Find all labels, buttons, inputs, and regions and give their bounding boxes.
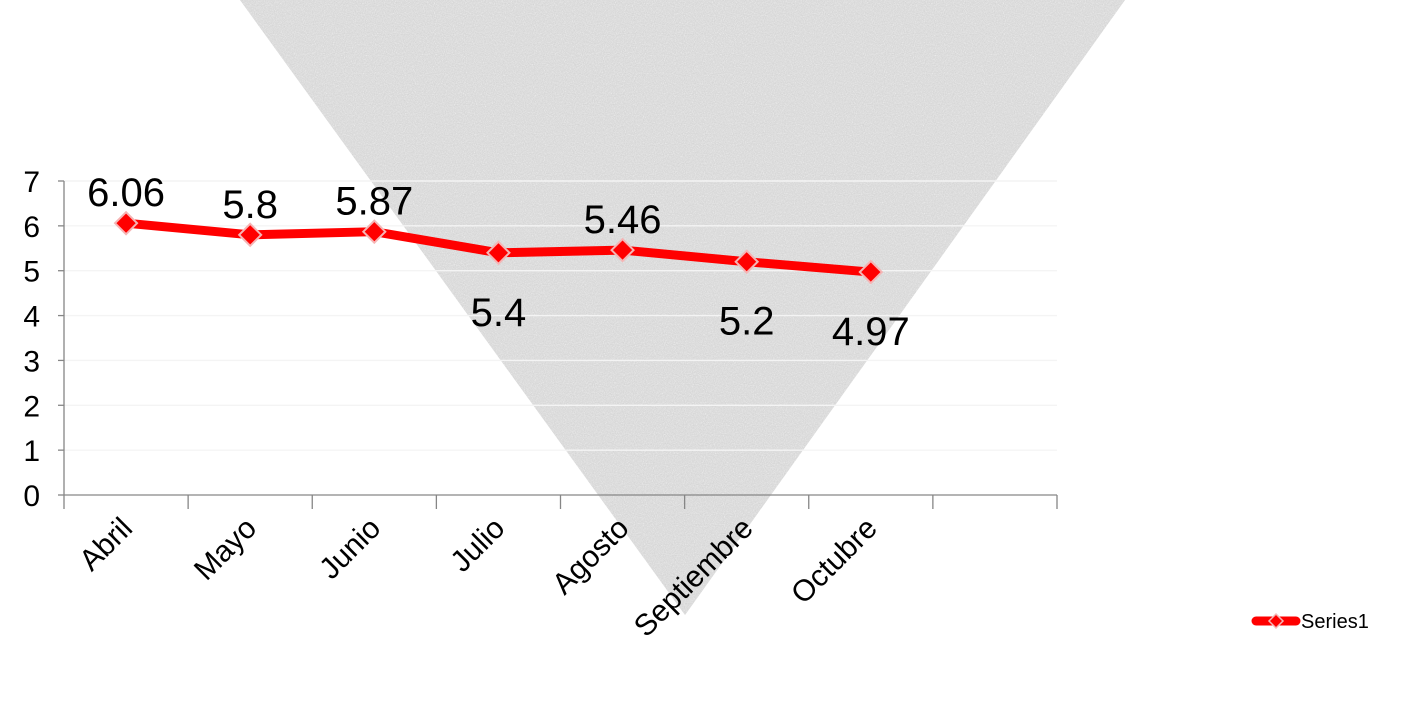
data-label: 4.97: [832, 310, 910, 354]
legend-marker-icon: [1267, 612, 1285, 630]
legend: Series1: [1251, 611, 1369, 633]
y-tick-label: 0: [23, 480, 40, 513]
x-tick-label: Mayo: [188, 512, 263, 587]
gridlines: [64, 180, 1057, 451]
y-tick-label: 1: [23, 435, 40, 468]
x-tick-label: Abril: [73, 512, 139, 578]
data-labels: 6.06 5.8 5.87 5.4 5.46 5.2 4.97: [87, 171, 910, 354]
data-label: 5.46: [584, 198, 662, 242]
legend-label: Series1: [1301, 611, 1369, 633]
background-triangle: [240, 0, 1125, 615]
x-tick-label: Julio: [444, 512, 511, 579]
data-label: 6.06: [87, 171, 165, 215]
data-label: 5.87: [335, 180, 413, 224]
y-tick-label: 6: [23, 211, 40, 244]
data-label: 5.8: [222, 183, 278, 227]
data-label: 5.2: [719, 300, 775, 344]
data-point-marker: [361, 219, 387, 245]
data-point-marker: [486, 240, 511, 266]
y-tick-label: 2: [23, 390, 40, 423]
x-tick-label: Octubre: [785, 512, 884, 611]
data-point-marker: [734, 249, 760, 275]
y-tick-label: 4: [23, 301, 40, 334]
data-point-marker: [858, 259, 884, 285]
series-markers: [113, 210, 884, 285]
data-label: 5.4: [471, 291, 527, 335]
y-tick-label: 5: [23, 256, 40, 289]
data-point-marker: [237, 222, 263, 248]
axes: [58, 180, 1058, 509]
x-tick-label: Agosto: [546, 512, 635, 601]
data-point-marker: [610, 237, 635, 263]
y-tick-labels: 0 1 2 3 4 5 6 7: [23, 166, 40, 513]
y-tick-label: 7: [23, 166, 40, 199]
data-point-marker: [113, 210, 139, 236]
y-tick-label: 3: [23, 345, 40, 378]
x-tick-label: Junio: [313, 512, 387, 586]
